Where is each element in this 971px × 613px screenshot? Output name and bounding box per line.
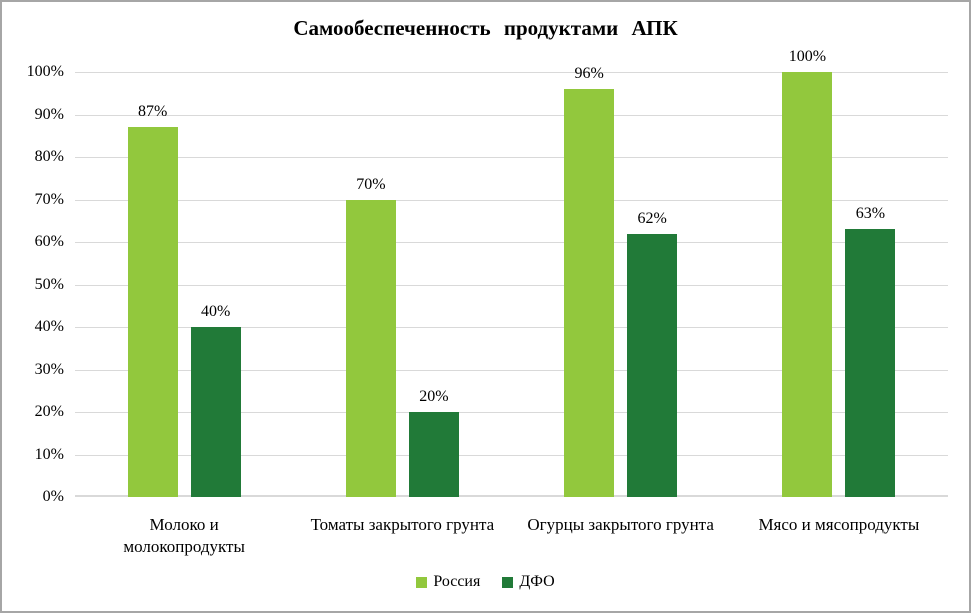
y-axis-tick-label: 80% [34,148,64,165]
legend-item-russia: Россия [416,573,480,591]
value-label-dfo-meat-products: 63% [855,205,886,223]
gridline [75,369,948,371]
value-label-russia-milk-dairy: 87% [137,103,168,121]
gridline [75,157,948,158]
legend-swatch-russia [416,576,428,588]
bar-russia-milk-dairy [127,127,178,497]
legend-swatch-dfo [502,576,514,588]
y-axis-tick-label: 100% [26,63,64,80]
y-axis-tick-label: 90% [34,105,64,123]
value-label-russia-meat-products: 100% [788,48,827,65]
plot-area: 87% 70% 96% 100% 40% 20% 62% 63% [75,48,948,497]
value-label-russia-greenhouse-tomatoes: 70% [356,175,386,193]
y-axis-tick-label: 50% [34,275,64,293]
gridline [75,199,948,201]
legend-item-dfo: ДФО [502,573,555,591]
value-label-dfo-milk-dairy: 40% [200,303,231,320]
bar-russia-greenhouse-tomatoes [345,199,396,497]
legend: Россия ДФО [2,573,969,591]
gridline [75,242,948,243]
x-axis-label-greenhouse-tomatoes: Томаты закрытого грунта [310,515,495,534]
bar-russia-meat-products [782,72,833,497]
y-axis-tick-label: 60% [34,233,64,250]
legend-label-russia: Россия [433,573,481,590]
bar-dfo-greenhouse-cucumbers [627,233,678,497]
x-axis-label-meat-products: Мясо и мясопродукты [758,515,920,534]
y-axis-tick-label: 70% [34,190,64,208]
value-label-russia-greenhouse-cucumbers: 96% [574,65,604,82]
bar-dfo-meat-products [845,229,896,497]
legend-label-dfo: ДФО [519,573,555,590]
y-axis-tick-label: 20% [34,403,64,420]
value-label-dfo-greenhouse-tomatoes: 20% [419,388,449,405]
x-axis-line [75,495,948,497]
y-axis-tick-label: 0% [42,488,64,505]
y-axis-tick-label: 10% [34,445,64,463]
y-axis-tick-label: 40% [34,318,64,335]
bar-russia-greenhouse-cucumbers [564,89,615,497]
gridline [75,72,948,73]
gridline [75,454,948,456]
gridline [75,114,948,116]
bar-dfo-greenhouse-tomatoes [408,412,459,497]
gridline [75,284,948,286]
x-axis-label-greenhouse-cucumbers: Огурцы закрытого грунта [527,515,714,534]
x-axis-label-milk-dairy: Молоко и молокопродукты [123,515,245,556]
chart-title: Самообеспеченность продуктами АПК [293,16,678,40]
y-axis-tick-label: 30% [34,360,64,378]
bar-dfo-milk-dairy [190,327,241,497]
gridline [75,327,948,328]
value-label-dfo-greenhouse-cucumbers: 62% [637,209,667,227]
gridline [75,412,948,413]
